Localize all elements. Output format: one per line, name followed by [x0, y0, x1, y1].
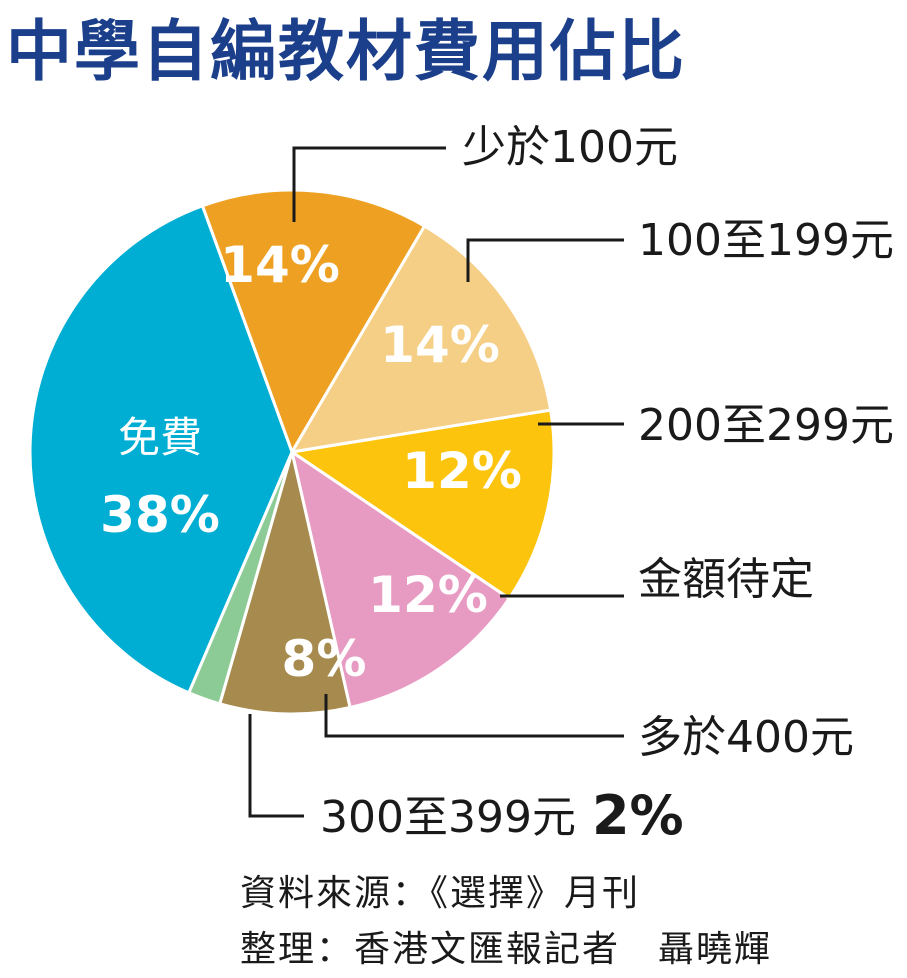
leader-line-0 — [292, 146, 446, 222]
pie-slice-1 — [289, 223, 553, 454]
slice-category-label-1: 100至199元 — [638, 215, 894, 266]
leader-line-5 — [248, 714, 304, 818]
source-note: 資料來源：《選擇》月刊 — [240, 873, 641, 914]
slice-labels: 14% 少於100元 14% 100至199元 12% 200至299元 12% 金額待定 8%… — [100, 122, 894, 847]
pie-slice-3 — [289, 448, 512, 710]
pie-slice-4 — [217, 451, 352, 716]
slice-pct-label-2: 12% — [402, 442, 522, 500]
slice-category-label-4: 多於400元 — [638, 712, 854, 763]
pie-slice-0 — [200, 188, 427, 456]
leader-line-1 — [466, 238, 624, 282]
leader-line-4 — [324, 694, 624, 738]
chart-title: 中學自編教材費用佔比 — [6, 13, 686, 90]
pie-slice-6 — [28, 203, 294, 695]
slice-category-label-5: 300至399元 — [320, 792, 576, 843]
compiled-by-note: 整理：香港文匯報記者 聶曉輝 — [240, 929, 773, 970]
pie-slices — [28, 188, 556, 716]
slice-inner-category-6: 免費 — [118, 413, 202, 462]
slice-pct-label-4: 8% — [282, 630, 367, 688]
slice-pct-label-6: 38% — [100, 486, 220, 544]
slice-category-label-3: 金額待定 — [638, 554, 814, 605]
slice-category-label-0: 少於100元 — [462, 122, 678, 173]
slice-category-label-2: 200至299元 — [638, 400, 894, 451]
leader-lines — [248, 146, 624, 818]
slice-pct-label-0: 14% — [220, 236, 340, 294]
slice-pct-label-3: 12% — [368, 566, 488, 624]
slice-pct-label-1: 14% — [380, 316, 500, 374]
slice-pct-label-5: 2% — [592, 784, 684, 847]
